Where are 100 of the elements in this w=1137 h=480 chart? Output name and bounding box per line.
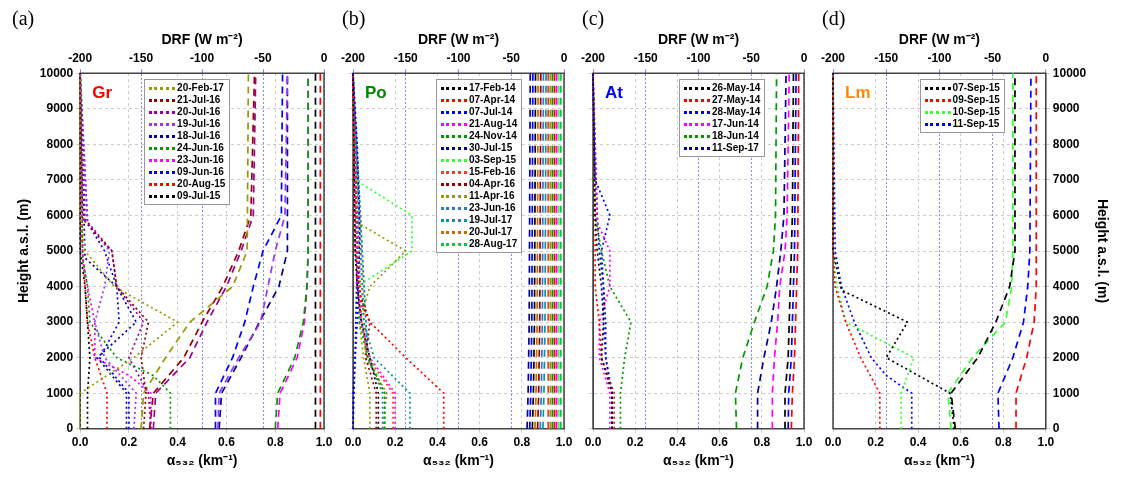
y-tick-label: 10000 xyxy=(39,65,74,80)
chart-title: (b) xyxy=(342,7,366,31)
legend-label: 20-Jul-17 xyxy=(468,226,513,239)
legend-label: 17-Feb-14 xyxy=(468,82,516,95)
y-tick-label: 5000 xyxy=(46,243,74,258)
x-axis-title: α₅₃₂ (km⁻¹) xyxy=(663,452,734,469)
x-tick-label: 1.0 xyxy=(555,435,573,450)
x2-tick-label: -150 xyxy=(874,51,899,66)
x-tick-label: 0.2 xyxy=(120,435,138,450)
x-tick-label: 0.4 xyxy=(429,435,447,450)
legend-label: 03-Sep-15 xyxy=(468,154,517,167)
x-tick-label: 0.4 xyxy=(169,435,187,450)
x-axis-title: α₅₃₂ (km⁻¹) xyxy=(423,452,494,469)
x2-tick-label: -50 xyxy=(502,51,521,66)
y-tick-label: 6000 xyxy=(1052,207,1080,222)
legend-label: 18-Jul-16 xyxy=(177,130,221,143)
legend-label: 19-Jul-17 xyxy=(468,214,513,227)
x2-axis-title: DRF (W m⁻²) xyxy=(161,31,243,48)
y-tick-label: 6000 xyxy=(46,207,74,222)
y-tick-label: 1000 xyxy=(46,385,74,400)
x-tick-label: 0.0 xyxy=(71,435,89,450)
x-tick-label: 0.8 xyxy=(994,435,1012,450)
annotation: Lm xyxy=(845,83,871,103)
x-tick-label: 0.2 xyxy=(626,435,644,450)
y-tick-label: 0 xyxy=(1052,421,1060,436)
legend-label: 21-Aug-14 xyxy=(468,118,518,131)
legend-label: 23-Jun-16 xyxy=(177,154,224,167)
legend-label: 27-May-14 xyxy=(712,94,761,107)
annotation: Po xyxy=(365,83,387,103)
x-tick-label: 1.0 xyxy=(315,435,333,450)
legend-label: 17-Jun-14 xyxy=(712,118,759,131)
x2-tick-label: -150 xyxy=(393,51,419,66)
x2-tick-label: -200 xyxy=(340,51,366,66)
y-tick-label: 5000 xyxy=(1052,243,1080,258)
x-axis-title: α₅₃₂ (km⁻¹) xyxy=(166,452,238,469)
x-tick-label: 0.4 xyxy=(909,435,927,450)
x2-tick-label: -100 xyxy=(686,51,711,66)
legend-label: 28-May-14 xyxy=(712,106,761,119)
x-tick-label: 0.6 xyxy=(952,435,970,450)
legend-label: 24-Jun-16 xyxy=(177,142,224,155)
legend-label: 20-Aug-15 xyxy=(177,178,226,191)
legend-label: 30-Jul-15 xyxy=(468,142,513,155)
annotation: Gr xyxy=(92,83,113,103)
x2-axis-title: DRF (W m⁻²) xyxy=(657,31,740,48)
legend-label: 09-Jul-15 xyxy=(177,190,221,203)
x-tick-label: 1.0 xyxy=(795,435,813,450)
x2-tick-label: -100 xyxy=(446,51,471,66)
legend-label: 18-Jun-14 xyxy=(712,130,759,143)
x-tick-label: 0.8 xyxy=(753,435,771,450)
x-tick-label: 0.6 xyxy=(471,435,489,450)
x-axis-title: α₅₃₂ (km⁻¹) xyxy=(904,452,975,469)
x2-tick-label: -50 xyxy=(254,51,273,66)
legend-label: 10-Sep-15 xyxy=(952,106,1000,119)
legend-label: 19-Jul-16 xyxy=(177,118,221,131)
x2-tick-label: -200 xyxy=(68,51,93,66)
y-tick-label: 8000 xyxy=(46,136,74,151)
x-tick-label: 0.0 xyxy=(344,435,362,450)
x-tick-label: 0.8 xyxy=(266,435,284,450)
legend-label: 11-Sep-17 xyxy=(712,142,759,155)
x2-tick-label: -100 xyxy=(927,51,952,66)
legend-label: 09-Sep-15 xyxy=(952,94,1000,107)
legend-label: 15-Feb-16 xyxy=(468,166,516,179)
legend-label: 04-Apr-16 xyxy=(468,178,516,191)
x-tick-label: 0.6 xyxy=(218,435,236,450)
chart-title: (c) xyxy=(582,7,605,31)
y-tick-label: 2000 xyxy=(46,349,74,364)
legend-label: 28-Aug-17 xyxy=(468,238,518,251)
x2-tick-label: 0 xyxy=(800,51,808,66)
y-tick-label: 9000 xyxy=(1052,101,1080,116)
annotation: At xyxy=(605,83,624,103)
y-tick-label: 3000 xyxy=(46,314,74,329)
legend-label: 20-Feb-17 xyxy=(177,82,224,95)
legend-label: 26-May-14 xyxy=(712,82,761,95)
x2-axis-title: DRF (W m⁻²) xyxy=(417,31,500,48)
x2-tick-label: -150 xyxy=(633,51,659,66)
legend-label: 07-Jul-14 xyxy=(468,106,513,119)
x2-tick-label: -100 xyxy=(190,51,215,66)
x-tick-label: 0.8 xyxy=(513,435,531,450)
x2-tick-label: -200 xyxy=(580,51,606,66)
x2-axis-title: DRF (W m⁻²) xyxy=(898,31,981,48)
legend-label: 11-Sep-15 xyxy=(952,118,1000,131)
legend-label: 24-Nov-14 xyxy=(468,130,517,143)
y-axis-title: Height a.s.l. (m) xyxy=(15,198,32,304)
y-tick-label: 7000 xyxy=(1052,172,1080,187)
y-tick-label: 4000 xyxy=(46,278,74,293)
x2-tick-label: -50 xyxy=(742,51,761,66)
y-tick-label: 10000 xyxy=(1052,65,1087,80)
x2-tick-label: 0 xyxy=(320,51,328,66)
y-tick-label: 2000 xyxy=(1052,349,1080,364)
x-tick-label: 0.2 xyxy=(386,435,404,450)
x2-tick-label: -200 xyxy=(820,51,846,66)
chart-title: (a) xyxy=(12,7,35,31)
y-tick-label: 1000 xyxy=(1052,385,1080,400)
legend-label: 20-Jul-16 xyxy=(177,106,221,119)
legend-label: 07-Apr-14 xyxy=(468,94,516,107)
x-tick-label: 0.0 xyxy=(824,435,842,450)
x-tick-label: 1.0 xyxy=(1037,435,1055,450)
x-tick-label: 0.6 xyxy=(711,435,729,450)
y-tick-label: 9000 xyxy=(46,101,74,116)
y-tick-label: 0 xyxy=(66,421,74,436)
